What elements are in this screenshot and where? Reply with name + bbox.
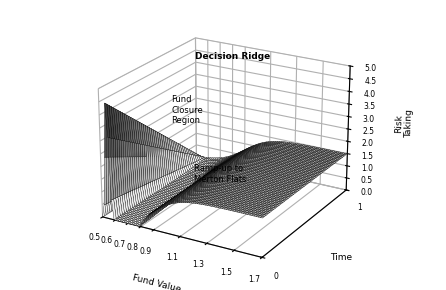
Y-axis label: Time: Time [330,253,352,262]
X-axis label: Fund Value: Fund Value [132,273,182,290]
